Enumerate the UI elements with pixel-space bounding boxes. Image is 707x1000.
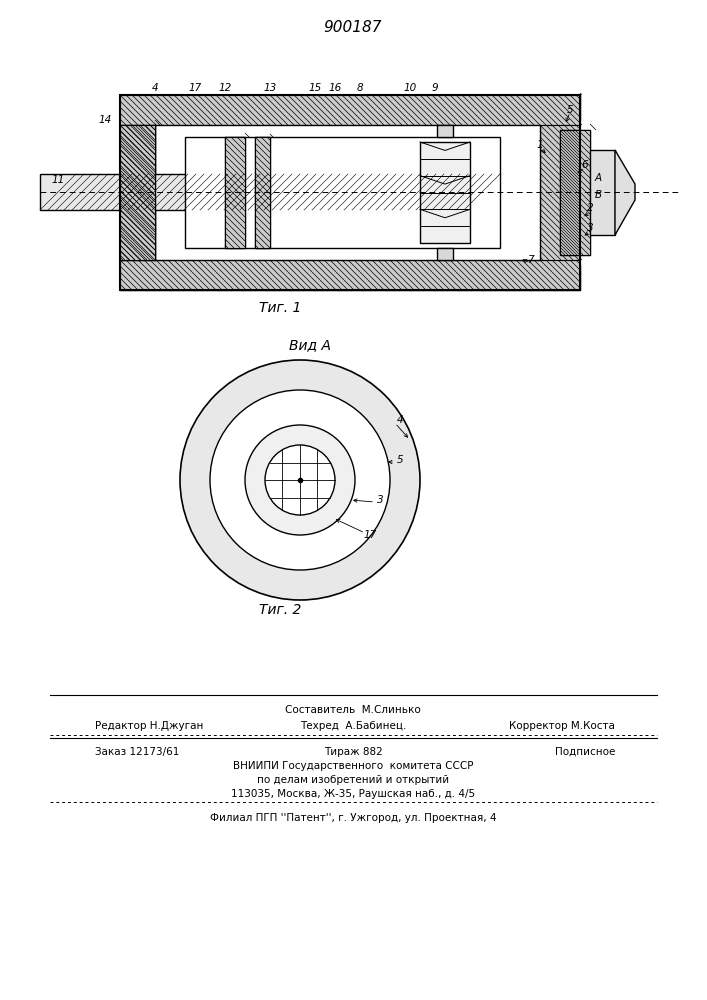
Text: Заказ 12173/61: Заказ 12173/61 [95, 747, 180, 757]
Text: 113035, Москва, Ж-35, Раушская наб., д. 4/5: 113035, Москва, Ж-35, Раушская наб., д. … [231, 789, 475, 799]
Bar [255, 137, 270, 248]
Circle shape [245, 425, 355, 535]
Text: Составитель  М.Слинько: Составитель М.Слинько [285, 705, 421, 715]
Text: 4: 4 [152, 83, 158, 93]
Text: Корректор М.Коста: Корректор М.Коста [509, 721, 615, 731]
Text: 14: 14 [98, 115, 112, 125]
Bar [255, 137, 270, 248]
Text: 10: 10 [404, 83, 416, 93]
Text: 11: 11 [52, 175, 64, 185]
Text: 5: 5 [397, 455, 403, 465]
Bar [120, 95, 580, 120]
Bar [120, 125, 155, 260]
Text: 3: 3 [587, 223, 593, 233]
Text: Подписное: Подписное [554, 747, 615, 757]
Bar [225, 137, 245, 248]
Bar [120, 260, 580, 290]
Text: 5: 5 [567, 105, 573, 115]
Bar [120, 125, 155, 260]
Bar [590, 150, 615, 235]
Bar [420, 142, 470, 243]
Text: 15: 15 [308, 83, 322, 93]
Bar [40, 174, 470, 210]
Text: 17: 17 [188, 83, 201, 93]
Text: Вид A: Вид A [289, 338, 331, 352]
Bar [560, 130, 590, 255]
Circle shape [210, 390, 390, 570]
Text: 4: 4 [397, 415, 403, 425]
Text: 12: 12 [218, 83, 232, 93]
Bar [560, 130, 590, 255]
Bar [120, 265, 580, 290]
Text: 6: 6 [582, 160, 588, 170]
Bar [437, 125, 453, 137]
Text: Τиг. 1: Τиг. 1 [259, 301, 301, 315]
Text: 17: 17 [363, 530, 377, 540]
Text: 7: 7 [527, 255, 533, 265]
Bar [185, 137, 500, 248]
Text: Редактор Н.Джуган: Редактор Н.Джуган [95, 721, 204, 731]
Bar [120, 95, 580, 125]
Text: ВНИИПИ Государственного  комитета СССР: ВНИИПИ Государственного комитета СССР [233, 761, 473, 771]
Text: Филиал ПГП ''Патент'', г. Ужгород, ул. Проектная, 4: Филиал ПГП ''Патент'', г. Ужгород, ул. П… [210, 813, 496, 823]
Text: 8: 8 [357, 83, 363, 93]
Bar [120, 125, 155, 260]
Text: Тираж 882: Тираж 882 [324, 747, 382, 757]
Text: A: A [595, 173, 602, 183]
Text: 3: 3 [377, 495, 383, 505]
Bar [120, 95, 580, 290]
Text: Техред  А.Бабинец.: Техред А.Бабинец. [300, 721, 407, 731]
Text: B: B [595, 190, 602, 200]
Bar [225, 137, 245, 248]
Text: 16: 16 [328, 83, 341, 93]
Text: 900187: 900187 [324, 20, 382, 35]
Bar [437, 248, 453, 260]
Polygon shape [615, 150, 635, 235]
Bar [540, 125, 580, 260]
Text: 9: 9 [432, 83, 438, 93]
Text: Τиг. 2: Τиг. 2 [259, 603, 301, 617]
Text: 2: 2 [587, 203, 593, 213]
Circle shape [180, 360, 420, 600]
Text: 1: 1 [537, 140, 543, 150]
Text: 13: 13 [264, 83, 276, 93]
Bar [155, 125, 540, 260]
Circle shape [265, 445, 335, 515]
Text: по делам изобретений и открытий: по делам изобретений и открытий [257, 775, 449, 785]
